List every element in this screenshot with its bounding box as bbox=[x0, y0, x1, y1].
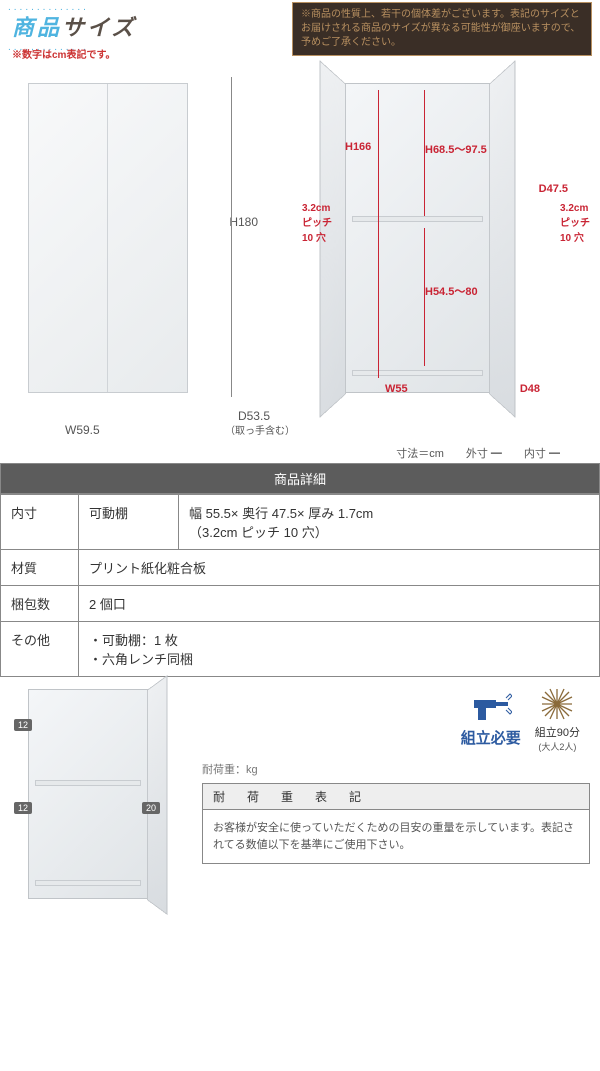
header-subtitle: ※数字はcm表記です。 bbox=[12, 46, 115, 61]
time-label: 組立90分 bbox=[535, 724, 580, 740]
spec-table: 内寸 可動棚 幅 55.5× 奥行 47.5× 厚み 1.7cm （3.2cm … bbox=[0, 494, 600, 677]
table-row: 内寸 可動棚 幅 55.5× 奥行 47.5× 厚み 1.7cm （3.2cm … bbox=[1, 495, 600, 550]
table-row: 材質 プリント紙化粧合板 bbox=[1, 550, 600, 586]
dim-height: H180 bbox=[229, 215, 258, 229]
table-row: その他 ・可動棚：1 枚 ・六角レンチ同梱 bbox=[1, 622, 600, 677]
dim-width: W59.5 bbox=[65, 423, 100, 437]
assembly-time: 組立90分 (大人2人) bbox=[535, 687, 580, 753]
load-body: お客様が安全に使っていただくための目安の重量を示しています。表記されてる数値以下… bbox=[203, 810, 589, 863]
dim-w-inner: W55 bbox=[385, 383, 408, 395]
dim-h-lower: H54.5～80 bbox=[425, 283, 478, 299]
dim-d-lower: D48 bbox=[520, 383, 540, 395]
title-part-a: 商品 bbox=[12, 15, 62, 40]
dim-depth-note: （取っ手含む） bbox=[225, 422, 295, 437]
spec-sublabel: 可動棚 bbox=[79, 495, 179, 550]
dim-depth: D53.5 bbox=[238, 409, 270, 423]
spec-value: プリント紙化粧合板 bbox=[79, 550, 600, 586]
spec-label: 材質 bbox=[1, 550, 79, 586]
load-info-box: 耐 荷 重 表 記 お客様が安全に使っていただくための目安の重量を示しています。… bbox=[202, 783, 590, 864]
load-capacity-line: 耐荷重：kg bbox=[202, 761, 590, 777]
spec-label: 梱包数 bbox=[1, 586, 79, 622]
spec-label: その他 bbox=[1, 622, 79, 677]
diagram-open: H166 H68.5～97.5 D47.5 3.2cm ピッチ 10 穴 3.2… bbox=[290, 65, 590, 455]
burst-icon bbox=[540, 687, 574, 721]
dim-pitch-left: 3.2cm ピッチ 10 穴 bbox=[302, 203, 332, 244]
weight-tag: 12 bbox=[14, 802, 32, 814]
spec-value: 2 個口 bbox=[79, 586, 600, 622]
assembly-label: 組立必要 bbox=[461, 727, 521, 748]
dim-h-total: H166 bbox=[345, 141, 371, 153]
assembly-required: 組立必要 bbox=[461, 692, 521, 748]
spec-value: 幅 55.5× 奥行 47.5× 厚み 1.7cm （3.2cm ピッチ 10 … bbox=[179, 495, 600, 550]
diagram-closed: H180 W59.5 D53.5 （取っ手含む） bbox=[10, 65, 280, 455]
weight-tag: 20 bbox=[142, 802, 160, 814]
size-notice: ※商品の性質上、若干の個体差がございます。表記のサイズとお届けされる商品のサイズ… bbox=[292, 2, 592, 56]
page-title: 商品サイズ bbox=[12, 10, 136, 42]
load-title: 耐 荷 重 表 記 bbox=[203, 784, 589, 810]
bottom-diagram: 12 12 20 bbox=[10, 687, 190, 917]
time-sub: (大人2人) bbox=[535, 740, 580, 753]
section-title: 商品詳細 bbox=[0, 463, 600, 494]
weight-tag: 12 bbox=[14, 719, 32, 731]
spec-value: ・可動棚：1 枚 ・六角レンチ同梱 bbox=[79, 622, 600, 677]
title-part-b: サイズ bbox=[62, 15, 136, 40]
dim-h-upper: H68.5～97.5 bbox=[425, 141, 487, 157]
dim-d-upper: D47.5 bbox=[539, 183, 568, 195]
spec-label: 内寸 bbox=[1, 495, 79, 550]
dim-pitch-right: 3.2cm ピッチ 10 穴 bbox=[560, 203, 590, 244]
drill-icon bbox=[470, 692, 512, 724]
table-row: 梱包数 2 個口 bbox=[1, 586, 600, 622]
